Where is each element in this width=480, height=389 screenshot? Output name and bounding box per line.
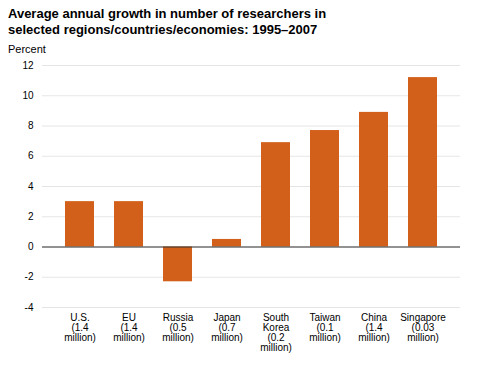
svg-text:0: 0	[28, 241, 34, 252]
svg-text:China(1.4million): China(1.4million)	[358, 311, 390, 342]
svg-text:6: 6	[28, 150, 34, 161]
html-text:Percent: Percent	[8, 42, 46, 55]
svg-text:Russia(0.5million): Russia(0.5million)	[162, 311, 194, 342]
svg-text:Taiwan(0.1million): Taiwan(0.1million)	[309, 311, 341, 342]
svg-text:SouthKorea(0.2million): SouthKorea(0.2million)	[260, 311, 292, 352]
svg-text:-2: -2	[25, 271, 34, 282]
svg-text:EU(1.4million): EU(1.4million)	[113, 311, 145, 342]
svg-text:2: 2	[28, 210, 34, 221]
svg-text:Singapore(0.03million): Singapore(0.03million)	[400, 311, 446, 342]
svg-text:12: 12	[22, 59, 34, 70]
svg-text:-4: -4	[25, 301, 34, 312]
svg-text:10: 10	[22, 89, 34, 100]
svg-text:4: 4	[28, 180, 34, 191]
svg-text:U.S.(1.4million): U.S.(1.4million)	[64, 311, 96, 342]
svg-text:Japan(0.7million): Japan(0.7million)	[211, 311, 243, 342]
svg-text:8: 8	[28, 120, 34, 131]
html-text:Average annual growth in numbe: Average annual growth in number of resea…	[8, 6, 327, 38]
